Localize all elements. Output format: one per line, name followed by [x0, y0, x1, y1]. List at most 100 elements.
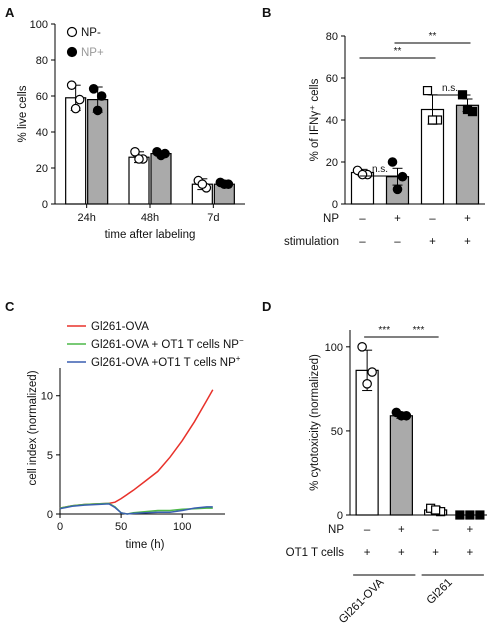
data-point [156, 150, 166, 161]
x-tick-label: 7d [207, 212, 219, 224]
chart-b: 0 20 40 60 80 % of IFNγ⁺ cells NP – + – + stimulati… [284, 31, 485, 248]
legend-label: Gl261-OVA +OT1 T cells NP+ [91, 354, 241, 369]
x-tick-label: 48h [141, 212, 159, 224]
a-y-tick-label: 20 [36, 163, 48, 175]
row-value: – [359, 236, 366, 248]
data-point [70, 103, 81, 114]
bar-y-tick-label: 0 [337, 510, 343, 522]
a-y-tick-label: 40 [36, 127, 48, 139]
row-label: NP [323, 213, 339, 225]
data-point [197, 179, 208, 189]
panel-a-label: A [5, 5, 15, 20]
a-y-tick-label: 100 [30, 19, 48, 31]
chart-d: 0 50 100 % cytotoxicity (normalized) NP – + – + O… [286, 325, 487, 626]
legend-label: Gl261-OVA [91, 321, 149, 333]
x-axis-label: time after labeling [105, 229, 196, 241]
x-tick-label: 24h [77, 212, 95, 224]
comparison-label: ** [429, 31, 437, 42]
legend-marker [66, 46, 78, 58]
bar [128, 156, 150, 205]
row-value: + [429, 236, 436, 248]
data-point [427, 115, 438, 125]
legend-superscript: − [239, 336, 244, 345]
x-tick-label: 100 [173, 521, 191, 533]
c-y-tick-label: 10 [41, 391, 53, 403]
group-label: Gl261 [425, 577, 455, 607]
data-point [134, 154, 144, 164]
y-axis-label: % live cells [17, 85, 29, 142]
c-y-tick-label: 0 [47, 509, 53, 521]
chart-a: 24h 48h 7d 0 20 40 60 80 100 % live cells time aft… [17, 19, 245, 241]
x-axis-label: time (h) [126, 539, 165, 551]
row-label: stimulation [284, 236, 339, 248]
series-line [59, 503, 213, 515]
row-value: – [394, 236, 401, 248]
legend-label: NP- [81, 27, 101, 39]
data-point [130, 147, 140, 157]
data-point [92, 105, 103, 116]
a-y-tick-label: 0 [42, 199, 48, 211]
data-point [462, 104, 473, 115]
group-label: Gl261-OVA [337, 576, 387, 626]
panel-d-label: D [262, 299, 271, 314]
data-point [66, 80, 77, 90]
data-point [367, 367, 377, 377]
data-point [357, 342, 367, 352]
data-point [396, 410, 407, 421]
legend-label: Gl261-OVA + OT1 T cells NP− [91, 336, 244, 351]
row-value: + [467, 524, 474, 536]
data-point [392, 184, 403, 195]
data-point [431, 505, 441, 515]
legend-label: NP+ [81, 47, 104, 59]
data-point [357, 169, 368, 180]
data-point [362, 379, 372, 389]
legend-marker [66, 26, 78, 38]
bar [150, 153, 172, 205]
comparison-label: ** [394, 46, 402, 57]
comparison-label: n.s. [442, 83, 458, 94]
data-point [397, 171, 408, 182]
row-value: + [467, 547, 474, 559]
data-point [422, 85, 433, 96]
bar-y-tick-label: 100 [325, 342, 343, 354]
y-axis-label: cell index (normalized) [27, 370, 39, 485]
x-tick-label: 0 [57, 521, 63, 533]
row-value: + [464, 213, 471, 225]
data-point [219, 179, 230, 189]
panel-c-label: C [5, 299, 15, 314]
bar [87, 98, 109, 205]
x-tick-label: 50 [115, 521, 127, 533]
panel-b-label: B [262, 5, 271, 20]
c-y-tick-label: 5 [47, 450, 53, 462]
comparison-label: n.s. [372, 164, 388, 175]
bar-y-tick-label: 50 [331, 426, 343, 438]
bar [389, 415, 413, 516]
row-value: – [429, 213, 436, 225]
row-value: – [432, 524, 439, 536]
row-label: OT1 T cells [286, 547, 345, 559]
row-value: – [359, 213, 366, 225]
bar-y-tick-label: 0 [332, 199, 338, 211]
row-value: + [464, 236, 471, 248]
row-value: + [364, 547, 371, 559]
a-y-tick-label: 80 [36, 55, 48, 67]
data-point [96, 91, 107, 101]
y-axis-label: % cytotoxicity (normalized) [309, 354, 321, 491]
data-point [74, 94, 85, 105]
bar-y-tick-label: 40 [326, 115, 338, 127]
bar [65, 97, 87, 205]
a-y-tick-label: 60 [36, 91, 48, 103]
legend-superscript: + [236, 354, 241, 363]
row-value: + [398, 547, 405, 559]
bar-y-tick-label: 20 [326, 157, 338, 169]
row-value: + [394, 213, 401, 225]
data-point [88, 84, 99, 94]
series-line [59, 389, 214, 509]
comparison-label: *** [413, 325, 425, 336]
row-value: + [398, 524, 405, 536]
bar [455, 104, 480, 205]
bar-y-tick-label: 80 [326, 31, 338, 43]
data-point [387, 157, 398, 167]
